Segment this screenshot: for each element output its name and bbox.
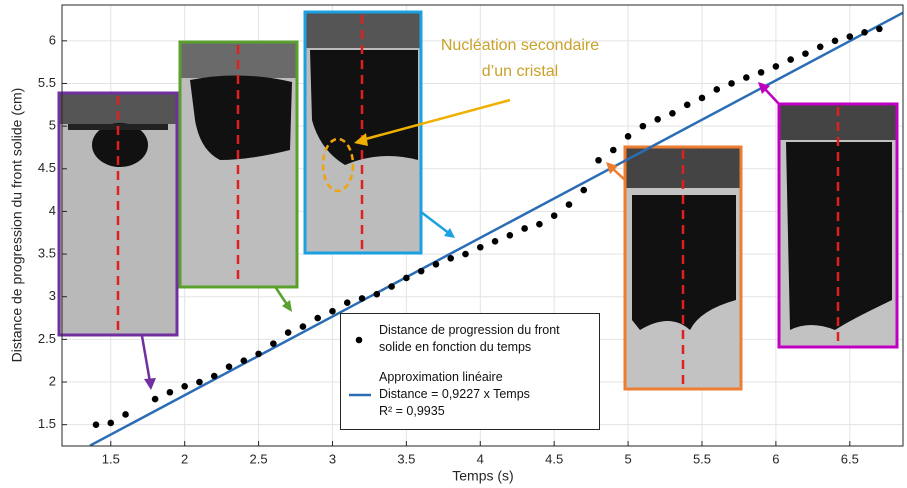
data-point (447, 255, 455, 262)
legend-r2: R² = 0,9935 (379, 404, 445, 418)
data-point (196, 378, 203, 386)
legend-equation: Distance = 0,9227 x Temps (379, 387, 530, 401)
data-point (358, 295, 366, 302)
y-tick-label: 1.5 (38, 416, 56, 431)
marks (89, 11, 904, 447)
data-point (772, 63, 780, 70)
inset-photo (623, 145, 743, 391)
data-point (521, 225, 528, 232)
y-tick-label: 3 (49, 288, 56, 303)
legend: Distance de progression du front solide … (340, 313, 600, 430)
data-point (343, 299, 351, 306)
data-point (757, 69, 765, 76)
data-point (713, 86, 721, 93)
x-tick-label: 6.5 (841, 451, 859, 466)
data-point (683, 101, 691, 109)
data-point (861, 28, 868, 36)
arrows (140, 82, 780, 390)
data-point (403, 274, 410, 282)
data-point (580, 186, 588, 194)
data-point (639, 122, 647, 130)
data-point (536, 220, 543, 228)
data-point (314, 314, 321, 322)
y-tick-label: 3.5 (38, 246, 56, 261)
y-tick-label: 2 (49, 373, 56, 388)
inset-photo (777, 102, 899, 349)
data-point (595, 156, 602, 164)
y-tick-label: 5.5 (38, 75, 56, 90)
data-point (846, 33, 854, 40)
data-point (624, 133, 632, 140)
x-tick-label: 3.5 (397, 451, 415, 466)
data-point (92, 421, 100, 428)
data-point (506, 232, 514, 239)
data-point (831, 37, 839, 45)
fit-line (89, 11, 904, 447)
data-point (432, 261, 440, 268)
data-point (151, 395, 159, 403)
x-tick-label: 2 (181, 451, 188, 466)
y-tick-label: 5 (49, 118, 56, 133)
data-point (417, 267, 425, 275)
data-point (476, 243, 484, 251)
data-point (669, 110, 676, 117)
annotation: Nucléation secondaire d’un cristal (440, 37, 600, 80)
data-point (462, 250, 469, 258)
x-tick-label: 1.5 (102, 451, 120, 466)
legend-entry: Distance de progression du front solide … (379, 323, 560, 354)
data-point (816, 43, 824, 51)
y-tick-label: 6 (49, 32, 56, 47)
data-point (166, 388, 174, 396)
data-point (122, 411, 129, 418)
data-point (299, 323, 307, 330)
legend-marker (355, 336, 363, 344)
data-point (787, 56, 794, 63)
data-point (329, 307, 336, 315)
data-point (210, 372, 218, 380)
data-point (240, 357, 248, 365)
insets (57, 10, 899, 391)
data-point (565, 201, 573, 208)
data-point (802, 50, 809, 57)
y-tick-label: 4.5 (38, 160, 56, 175)
data-point (373, 290, 381, 298)
inset-photo (303, 10, 423, 255)
y-tick-label: 2.5 (38, 331, 56, 346)
x-tick-label: 2.5 (250, 451, 268, 466)
data-point (270, 340, 277, 347)
x-tick-label: 4.5 (545, 451, 563, 466)
data-point (491, 237, 499, 245)
data-point (743, 74, 750, 81)
x-tick-label: 6 (772, 451, 779, 466)
x-tick-label: 5.5 (693, 451, 711, 466)
axes-box (61, 4, 904, 447)
x-tick-label: 4 (477, 451, 484, 466)
data-point (654, 116, 661, 123)
y-tick-label: 4 (49, 203, 56, 218)
legend-symbols (349, 336, 371, 397)
data-point (550, 212, 558, 219)
data-point (388, 283, 395, 290)
legend-entry: Approximation linéaire (379, 370, 503, 384)
data-point (698, 94, 706, 102)
x-tick-label: 5 (624, 451, 631, 466)
data-point (225, 363, 233, 370)
y-axis-title: Distance de progression du front solide … (9, 88, 25, 363)
data-point (610, 146, 617, 154)
data-point (255, 350, 262, 358)
data-point (284, 329, 292, 336)
x-axis-title: Temps (s) (452, 468, 513, 484)
inset-photo (57, 91, 179, 337)
x-tick-label: 3 (329, 451, 336, 466)
data-point (728, 80, 735, 87)
data-point (107, 419, 115, 427)
data-point (876, 25, 883, 33)
inset-photo (178, 40, 299, 289)
data-point (181, 382, 188, 390)
